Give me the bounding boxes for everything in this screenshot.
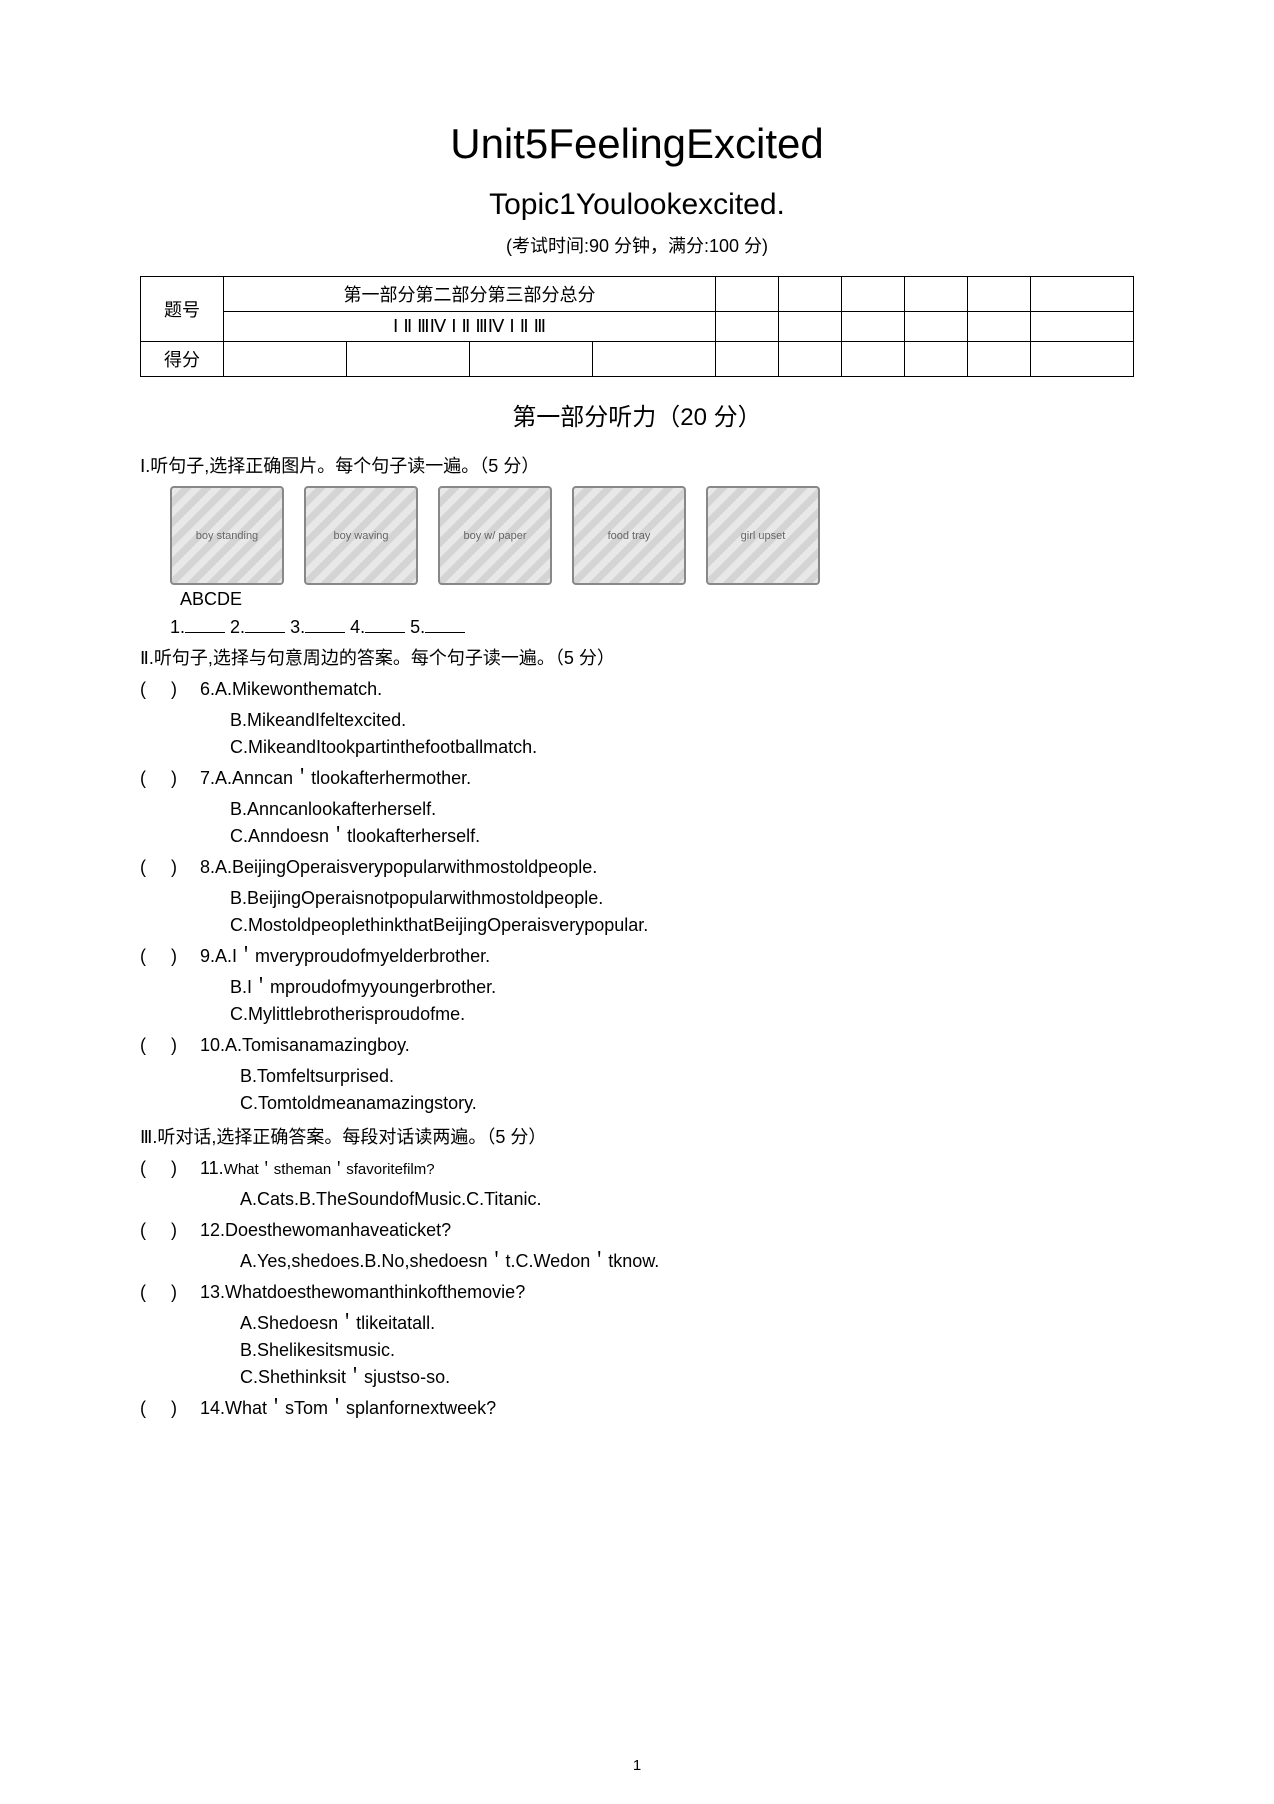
q8-b: B.BeijingOperaisnotpopularwithmostoldpeo… xyxy=(230,885,1134,912)
q7-c: C.Anndoesn＇tlookafterherself. xyxy=(230,823,1134,850)
blank-field[interactable] xyxy=(305,616,345,633)
q9: ( )9.A.I＇mveryproudofmyelderbrother. xyxy=(140,943,1134,970)
q6: ( )6.A.Mikewonthematch. xyxy=(140,676,1134,703)
page-root: Unit5FeelingExcited Topic1Youlookexcited… xyxy=(0,0,1274,1804)
blank-5: 5. xyxy=(410,617,425,637)
score-header: 第一部分第二部分第三部分总分 xyxy=(224,277,716,312)
listening-image-a: boy standing xyxy=(170,486,284,585)
answer-paren[interactable]: ( ) xyxy=(140,1032,200,1059)
q13: ( )13.Whatdoesthewomanthinkofthemovie? xyxy=(140,1279,1134,1306)
q7-b: B.Anncanlookafterherself. xyxy=(230,796,1134,823)
score-table: 题号 第一部分第二部分第三部分总分 Ⅰ Ⅱ ⅢⅣ Ⅰ Ⅱ ⅢⅣ Ⅰ Ⅱ Ⅲ 得分 xyxy=(140,276,1134,377)
score-cell xyxy=(347,342,470,377)
listening-image-c: boy w/ paper xyxy=(438,486,552,585)
q11: ( )11.What＇stheman＇sfavoritefilm? xyxy=(140,1155,1134,1182)
answer-paren[interactable]: ( ) xyxy=(140,765,200,792)
q7: ( )7.A.Anncan＇tlookafterhermother. xyxy=(140,765,1134,792)
blank-2: 2. xyxy=(230,617,245,637)
blank-3: 3. xyxy=(290,617,305,637)
subtitle: Topic1Youlookexcited. xyxy=(140,188,1134,222)
score-cell xyxy=(905,277,968,312)
score-cell xyxy=(1031,342,1134,377)
q10-a: A.Tomisanamazingboy. xyxy=(225,1035,410,1055)
main-title: Unit5FeelingExcited xyxy=(140,120,1134,168)
q6-a: A.Mikewonthematch. xyxy=(215,679,382,699)
score-cell xyxy=(1031,277,1134,312)
answer-paren[interactable]: ( ) xyxy=(140,943,200,970)
score-cell xyxy=(716,312,779,342)
blank-1: 1. xyxy=(170,617,185,637)
answer-paren[interactable]: ( ) xyxy=(140,854,200,881)
image-row: boy standing boy waving boy w/ paper foo… xyxy=(170,486,1134,585)
score-cell xyxy=(842,342,905,377)
q14: ( )14.What＇sTom＇splanfornextweek? xyxy=(140,1395,1134,1422)
score-cell xyxy=(905,342,968,377)
abcde-labels: ABCDE xyxy=(180,589,1134,610)
blank-4: 4. xyxy=(350,617,365,637)
listening-image-d: food tray xyxy=(572,486,686,585)
score-cell xyxy=(968,312,1031,342)
answer-paren[interactable]: ( ) xyxy=(140,676,200,703)
q10: ( )10.A.Tomisanamazingboy. xyxy=(140,1032,1134,1059)
q9-a: A.I＇mveryproudofmyelderbrother. xyxy=(215,946,490,966)
answer-paren[interactable]: ( ) xyxy=(140,1279,200,1306)
score-cell xyxy=(842,312,905,342)
q11-opts: A.Cats.B.TheSoundofMusic.C.Titanic. xyxy=(240,1186,1134,1213)
score-cell xyxy=(470,342,593,377)
q10-b: B.Tomfeltsurprised. xyxy=(240,1063,1134,1090)
blank-field[interactable] xyxy=(245,616,285,633)
blanks-line: 1. 2. 3. 4. 5. xyxy=(170,616,1134,638)
q6-c: C.MikeandItookpartinthefootballmatch. xyxy=(230,734,1134,761)
blank-field[interactable] xyxy=(365,616,405,633)
score-label-defen: 得分 xyxy=(141,342,224,377)
q8-c: C.MostoldpeoplethinkthatBeijingOperaisve… xyxy=(230,912,1134,939)
page-number: 1 xyxy=(633,1757,641,1774)
section1-inst: Ⅰ.听句子,选择正确图片。每个句子读一遍。（5 分） xyxy=(140,452,1134,478)
q8-a: A.BeijingOperaisverypopularwithmostoldpe… xyxy=(215,857,597,877)
score-cell xyxy=(779,277,842,312)
q11-q: What＇stheman＇sfavoritefilm? xyxy=(224,1161,435,1178)
score-cell xyxy=(716,277,779,312)
blank-field[interactable] xyxy=(185,616,225,633)
listening-image-b: boy waving xyxy=(304,486,418,585)
score-romans: Ⅰ Ⅱ ⅢⅣ Ⅰ Ⅱ ⅢⅣ Ⅰ Ⅱ Ⅲ xyxy=(224,312,716,342)
section2-inst: Ⅱ.听句子,选择与句意周边的答案。每个句子读一遍。（5 分） xyxy=(140,644,1134,670)
q13-a: A.Shedoesn＇tlikeitatall. xyxy=(240,1310,1134,1337)
exam-info: (考试时间:90 分钟，满分:100 分) xyxy=(140,232,1134,258)
q9-c: C.Mylittlebrotherisproudofme. xyxy=(230,1001,1134,1028)
score-cell xyxy=(842,277,905,312)
answer-paren[interactable]: ( ) xyxy=(140,1217,200,1244)
q14-q: What＇sTom＇splanfornextweek? xyxy=(225,1398,496,1418)
score-cell xyxy=(905,312,968,342)
score-cell xyxy=(968,342,1031,377)
q12: ( )12.Doesthewomanhaveaticket? xyxy=(140,1217,1134,1244)
score-cell xyxy=(968,277,1031,312)
q12-opts: A.Yes,shedoes.B.No,shedoesn＇t.C.Wedon＇tk… xyxy=(240,1248,1134,1275)
part-heading: 第一部分听力（20 分） xyxy=(140,397,1134,432)
score-cell xyxy=(716,342,779,377)
listening-image-e: girl upset xyxy=(706,486,820,585)
q6-b: B.MikeandIfeltexcited. xyxy=(230,707,1134,734)
blank-field[interactable] xyxy=(425,616,465,633)
q10-c: C.Tomtoldmeanamazingstory. xyxy=(240,1090,1134,1117)
score-cell xyxy=(1031,312,1134,342)
score-cell xyxy=(593,342,716,377)
answer-paren[interactable]: ( ) xyxy=(140,1395,200,1422)
q12-q: Doesthewomanhaveaticket? xyxy=(225,1220,451,1240)
score-cell xyxy=(224,342,347,377)
q8: ( )8.A.BeijingOperaisverypopularwithmost… xyxy=(140,854,1134,881)
score-cell xyxy=(779,342,842,377)
q13-c: C.Shethinksit＇sjustso-so. xyxy=(240,1364,1134,1391)
answer-paren[interactable]: ( ) xyxy=(140,1155,200,1182)
q13-q: Whatdoesthewomanthinkofthemovie? xyxy=(225,1282,525,1302)
q7-a: A.Anncan＇tlookafterhermother. xyxy=(215,768,471,788)
score-cell xyxy=(779,312,842,342)
q13-b: B.Shelikesitsmusic. xyxy=(240,1337,1134,1364)
q9-b: B.I＇mproudofmyyoungerbrother. xyxy=(230,974,1134,1001)
score-label-tihao: 题号 xyxy=(141,277,224,342)
section3-inst: Ⅲ.听对话,选择正确答案。每段对话读两遍。（5 分） xyxy=(140,1123,1134,1149)
